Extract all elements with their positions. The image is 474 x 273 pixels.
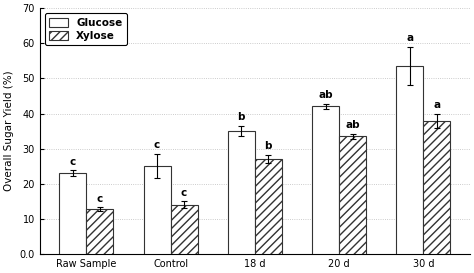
Text: c: c [154,140,160,150]
Bar [86,209,113,254]
Text: c: c [70,157,76,167]
Text: ab: ab [345,120,360,130]
Y-axis label: Overall Sugar Yield (%): Overall Sugar Yield (%) [4,71,14,191]
Bar [312,106,339,254]
Bar [339,136,366,254]
Text: c: c [97,194,103,204]
Text: b: b [237,112,245,122]
Text: a: a [406,33,413,43]
Text: c: c [181,188,187,198]
Bar [144,166,171,254]
Bar [396,66,423,254]
Text: b: b [264,141,272,152]
Legend: Glucose, Xylose: Glucose, Xylose [45,13,127,45]
Bar [423,121,450,254]
Bar [228,131,255,254]
Bar [171,205,198,254]
Bar [255,159,282,254]
Text: ab: ab [318,90,333,100]
Text: a: a [433,100,440,110]
Bar [59,173,86,254]
